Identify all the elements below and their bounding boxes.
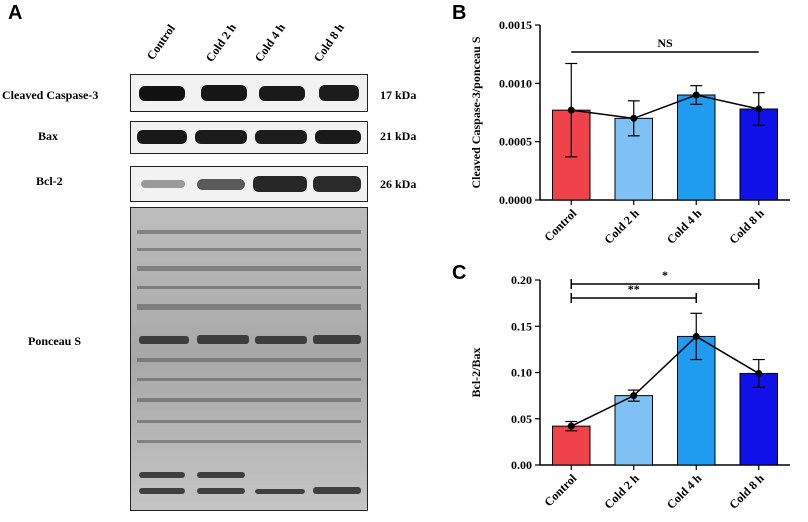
chart-b-bar [677, 94, 716, 201]
chart-b-x-tick-label: Control [541, 206, 579, 244]
chart-c-data-point [692, 332, 700, 340]
blot-strip-bcl2 [130, 166, 368, 202]
band [195, 130, 247, 144]
blot-row-label-ponceau: Ponceau S [28, 334, 82, 348]
blot-strip-caspase [130, 74, 368, 112]
chart-b-trend-line [571, 94, 759, 120]
chart-b-x-tick-label: Cold 4 h [664, 206, 705, 247]
chart-b-y-axis-label: Cleaved Caspase-3/ponceau S [469, 36, 483, 188]
blot-row-label-caspase: Cleaved Caspase-3 [2, 88, 99, 102]
chart-b-y-tick-label: 0.0005 [499, 135, 532, 149]
chart-b-y-tick-label: 0.0010 [499, 76, 532, 90]
chart-b-data-point [567, 106, 575, 114]
chart-c-y-axis-label: Bcl-2/Bax [469, 348, 483, 398]
blot-ponceau-stain [130, 207, 368, 511]
blot-strip-bax [130, 121, 368, 154]
band [197, 179, 245, 190]
chart-c-y-tick-label: 0.20 [511, 273, 532, 287]
band [201, 85, 247, 101]
band [319, 85, 359, 101]
chart-c-y-tick-label: 0.05 [511, 412, 532, 426]
chart-c-data-point [567, 422, 575, 430]
kda-label-caspase: 17 kDa [380, 88, 417, 102]
chart-b-x-tick-label: Cold 8 h [726, 206, 767, 247]
chart-c-y-tick-label: 0.10 [511, 366, 532, 380]
chart-c-trend-line [570, 335, 760, 427]
band [255, 130, 307, 144]
ponceau-bands [131, 208, 367, 510]
chart-b-data-point [692, 91, 700, 99]
chart-b-data-point [755, 105, 763, 113]
band [141, 180, 185, 188]
chart-c-significance-label: * [662, 268, 668, 282]
blot-row-label-bcl2: Bcl-2 [36, 174, 63, 188]
band [139, 86, 185, 101]
band [137, 130, 187, 144]
band [313, 176, 361, 192]
chart-c-x-tick-label: Control [541, 471, 579, 509]
chart-b-y-tick-label: 0.0000 [499, 193, 532, 207]
chart-c-x-tick-label: Cold 2 h [601, 471, 642, 512]
chart-c-bar [552, 425, 591, 466]
panel-label-c: C [452, 262, 467, 284]
panel-label-b: B [452, 2, 467, 24]
panel-label-a: A [8, 2, 23, 24]
chart-b-y-tick-label: 0.0015 [499, 18, 532, 32]
chart-c-y-tick-label: 0.00 [511, 458, 532, 472]
chart-c-y-tick-label: 0.15 [511, 319, 532, 333]
chart-c-x-tick-label: Cold 8 h [726, 471, 767, 512]
chart-b-data-point [630, 114, 638, 122]
chart-b-significance-label: NS [657, 36, 673, 50]
chart-b-x-tick-label: Cold 2 h [601, 206, 642, 247]
blot-row-label-bax: Bax [38, 129, 59, 143]
band [259, 86, 305, 101]
chart-c-bar [739, 372, 778, 466]
chart-c-data-point [755, 369, 763, 377]
kda-label-bax: 21 kDa [380, 129, 417, 143]
chart-c-bar [614, 395, 653, 466]
chart-c-x-tick-label: Cold 4 h [664, 471, 705, 512]
band [315, 130, 361, 144]
band [253, 176, 307, 192]
kda-label-bcl2: 26 kDa [380, 177, 417, 191]
chart-c-significance-label: ** [628, 282, 640, 296]
chart-c-data-point [630, 392, 638, 400]
